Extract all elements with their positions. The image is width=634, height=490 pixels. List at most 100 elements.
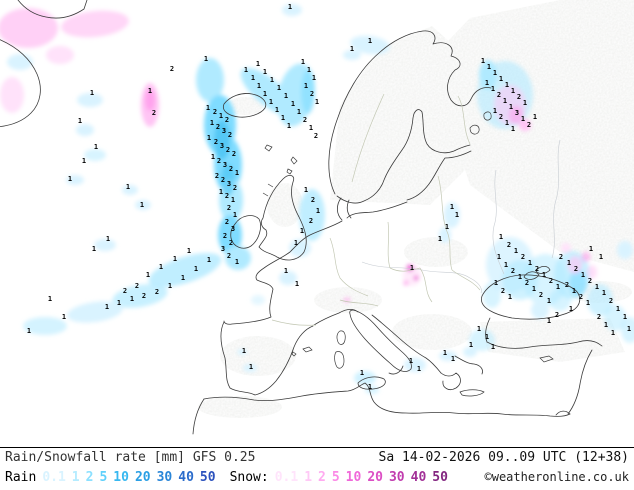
precip-value-label: 1 (509, 103, 513, 111)
legend-value: 50 (432, 470, 448, 485)
precip-value-label: 1 (159, 263, 163, 271)
coastline-greenland (0, 39, 41, 127)
precip-value-label: 1 (288, 3, 292, 11)
precip-value-label: 2 (310, 90, 314, 98)
precip-value-label: 1 (505, 81, 509, 89)
legend-value: 30 (156, 470, 173, 485)
precip-value-label: 1 (623, 313, 627, 321)
precip-value-label: 1 (595, 283, 599, 291)
precip-value-label: 1 (249, 363, 253, 371)
precip-value-label: 1 (106, 235, 110, 243)
precip-value-label: 2 (216, 123, 220, 131)
precip-value-label: 2 (142, 292, 146, 300)
precip-value-label: 1 (244, 66, 248, 74)
precip-value-label: 1 (92, 245, 96, 253)
precip-value-label: 1 (219, 188, 223, 196)
precip-value-label: 1 (257, 82, 261, 90)
precip-value-label: 2 (155, 288, 159, 296)
precip-value-label: 2 (555, 311, 559, 319)
precip-value-label: 1 (206, 104, 210, 112)
precip-value-label: 1 (455, 211, 459, 219)
precip-value-label: 1 (599, 253, 603, 261)
precip-value-label: 1 (528, 259, 532, 267)
precip-value-label: 3 (220, 142, 224, 150)
precip-value-label: 1 (297, 108, 301, 116)
precip-value-label: 1 (207, 256, 211, 264)
precip-value-label: 1 (235, 258, 239, 266)
precip-value-label: 1 (263, 68, 267, 76)
coastline-ireland (230, 215, 261, 249)
legend-value: 50 (199, 470, 216, 485)
precip-value-label: 2 (225, 192, 229, 200)
map-datetime: Sa 14-02-2026 09..09 UTC (12+38) (378, 450, 629, 465)
legend-value: 10 (345, 470, 362, 485)
precip-value-label: 1 (48, 295, 52, 303)
caption-bar: Rain/Snowfall rate [mm] GFS 0.25 Sa 14-0… (0, 447, 634, 490)
precip-value-label: 1 (350, 45, 354, 53)
precip-value-label: 1 (275, 106, 279, 114)
legend-value: 40 (178, 470, 194, 485)
precip-value-label: 2 (227, 252, 231, 260)
precip-value-label: 1 (368, 37, 372, 45)
precip-value-label: 1 (210, 119, 214, 127)
precip-value-label: 2 (225, 218, 229, 226)
precip-value-label: 1 (481, 57, 485, 65)
precip-value-label: 1 (547, 317, 551, 325)
rain-legend-label: Rain (5, 470, 37, 485)
precip-value-label: 1 (105, 303, 109, 311)
precipitation-map-svg: 1 2 1 21 2 3 21 2 3 2 21 2 3 2 12 2 3 21 2 1212322321111111… (0, 0, 634, 435)
precip-value-label: 3 (223, 161, 227, 169)
precipitation-layer (0, 4, 634, 394)
precip-value-label: 1 (504, 261, 508, 269)
precip-value-label: 2 (499, 113, 503, 121)
legend-value: 5 (331, 470, 340, 485)
precip-value-label: 1 (304, 186, 308, 194)
precip-value-label: 2 (309, 217, 313, 225)
precip-value-label: 2 (609, 297, 613, 305)
precip-value-label: 1 (233, 211, 237, 219)
coastline-iberia (220, 321, 314, 396)
precip-value-label: 1 (438, 235, 442, 243)
precip-value-label: 1 (269, 98, 273, 106)
precip-value-label: 1 (409, 357, 413, 365)
precip-value-label: 1 (508, 293, 512, 301)
precip-value-label: 1 (586, 299, 590, 307)
precip-value-label: 1 (499, 233, 503, 241)
precip-value-label: 2 (588, 277, 592, 285)
precip-value-label: 1 (130, 295, 134, 303)
precip-value-label: 1 (589, 245, 593, 253)
coastline-italy (349, 309, 412, 372)
caption-row-legend: Rain 0.1 1 2 5 10 20 30 40 50 Snow: 0.1 1 2 5 10 20 30… (5, 470, 629, 490)
precip-value-label: 1 (90, 89, 94, 97)
precip-value-label: 1 (204, 55, 208, 63)
coastline-adriatic (371, 314, 442, 374)
precip-value-label: 2 (221, 176, 225, 184)
precip-value-label: 1 (187, 247, 191, 255)
precip-value-label: 1 (491, 343, 495, 351)
precip-value-label: 1 (146, 271, 150, 279)
precip-value-label: 1 (211, 153, 215, 161)
legend-value: 2 (85, 470, 94, 485)
precip-value-label: 1 (604, 321, 608, 329)
precip-value-label: 1 (485, 79, 489, 87)
precip-value-label: 1 (368, 383, 372, 391)
precip-value-label: 1 (284, 267, 288, 275)
precip-value-label: 2 (517, 93, 521, 101)
coastline-greece (440, 372, 461, 390)
precip-value-label: 1 (616, 305, 620, 313)
precip-value-label: 1 (168, 282, 172, 290)
precip-value-label: 1 (316, 207, 320, 215)
precip-value-label: 1 (493, 107, 497, 115)
coastline-nw-europe (223, 220, 343, 325)
precip-value-label: 1 (451, 355, 455, 363)
precip-value-label: 1 (291, 100, 295, 108)
precip-value-label: 1 (493, 69, 497, 77)
precip-value-label: 1 (469, 341, 473, 349)
precip-value-label: 1 (572, 287, 576, 295)
precip-value-label: 2 (223, 232, 227, 240)
legend-value: 0.1 (274, 470, 299, 485)
precip-value-label: 1 (173, 255, 177, 263)
precip-value-label: 1 (251, 74, 255, 82)
precip-value-label: 1 (284, 92, 288, 100)
precip-value-label: 2 (539, 291, 543, 299)
